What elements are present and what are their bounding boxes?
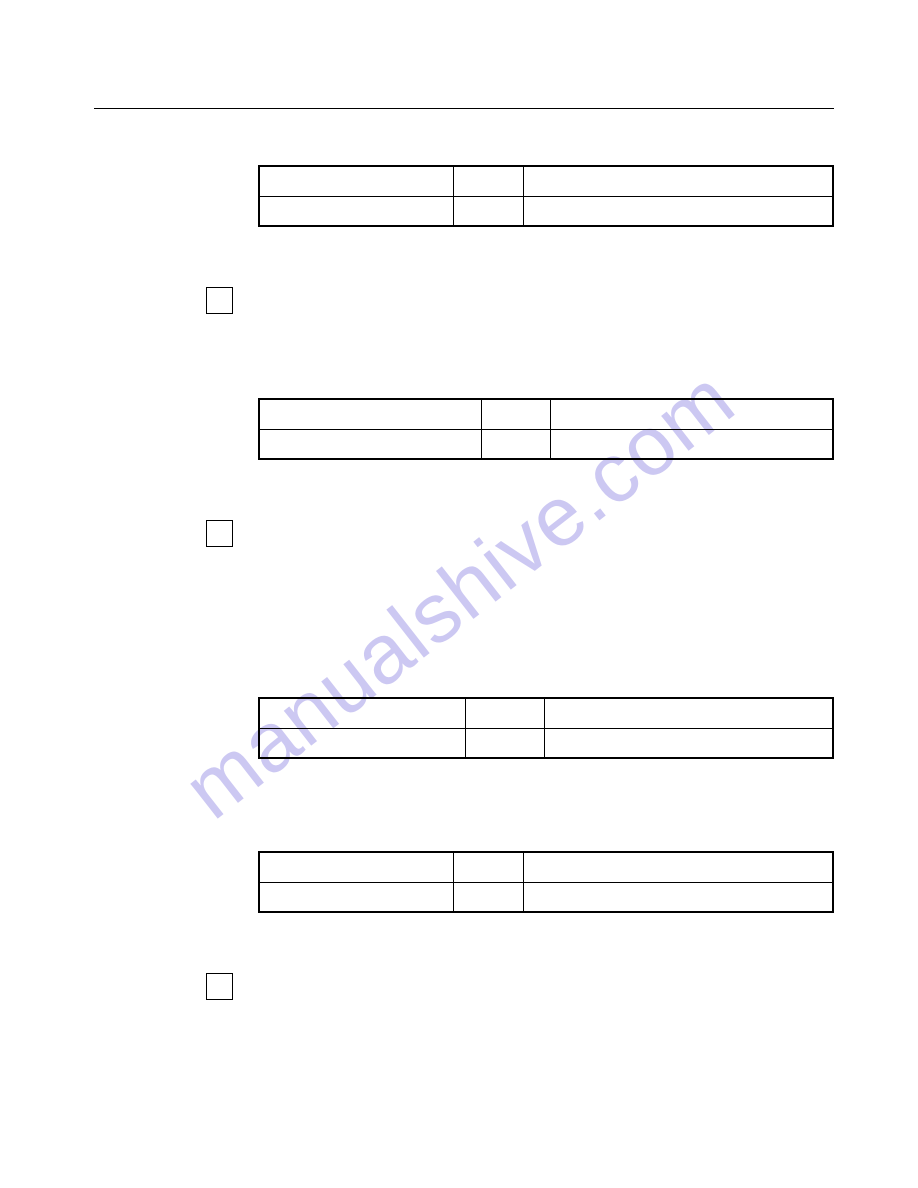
table-3 (258, 697, 834, 759)
checkbox-2[interactable] (206, 520, 233, 547)
table-cell (259, 728, 465, 758)
table-3-wrapper (258, 697, 834, 759)
table-cell (453, 852, 523, 882)
table-cell (523, 852, 833, 882)
table-cell (481, 399, 551, 429)
table-row (259, 852, 833, 882)
table-2 (258, 398, 834, 460)
table-cell (453, 196, 523, 226)
table-cell (259, 399, 481, 429)
table-row (259, 196, 833, 226)
table-row (259, 882, 833, 912)
table-4-wrapper (258, 851, 834, 913)
table-cell (465, 728, 544, 758)
table-row (259, 429, 833, 459)
table-cell (523, 196, 833, 226)
page-content (94, 108, 834, 1000)
checkbox-3[interactable] (206, 973, 233, 1000)
table-2-wrapper (258, 398, 834, 460)
table-1-wrapper (258, 165, 834, 227)
table-row (259, 698, 833, 728)
table-row (259, 399, 833, 429)
table-cell (465, 698, 544, 728)
table-cell (544, 728, 833, 758)
table-row (259, 166, 833, 196)
table-cell (259, 166, 453, 196)
table-cell (259, 698, 465, 728)
table-cell (453, 166, 523, 196)
table-cell (551, 399, 833, 429)
header-divider (94, 108, 834, 109)
table-4 (258, 851, 834, 913)
table-row (259, 728, 833, 758)
table-cell (259, 882, 453, 912)
table-cell (544, 698, 833, 728)
table-cell (259, 852, 453, 882)
checkbox-1[interactable] (206, 287, 233, 314)
table-cell (259, 196, 453, 226)
table-1 (258, 165, 834, 227)
table-cell (523, 882, 833, 912)
table-cell (523, 166, 833, 196)
table-cell (551, 429, 833, 459)
table-cell (453, 882, 523, 912)
table-cell (481, 429, 551, 459)
table-cell (259, 429, 481, 459)
